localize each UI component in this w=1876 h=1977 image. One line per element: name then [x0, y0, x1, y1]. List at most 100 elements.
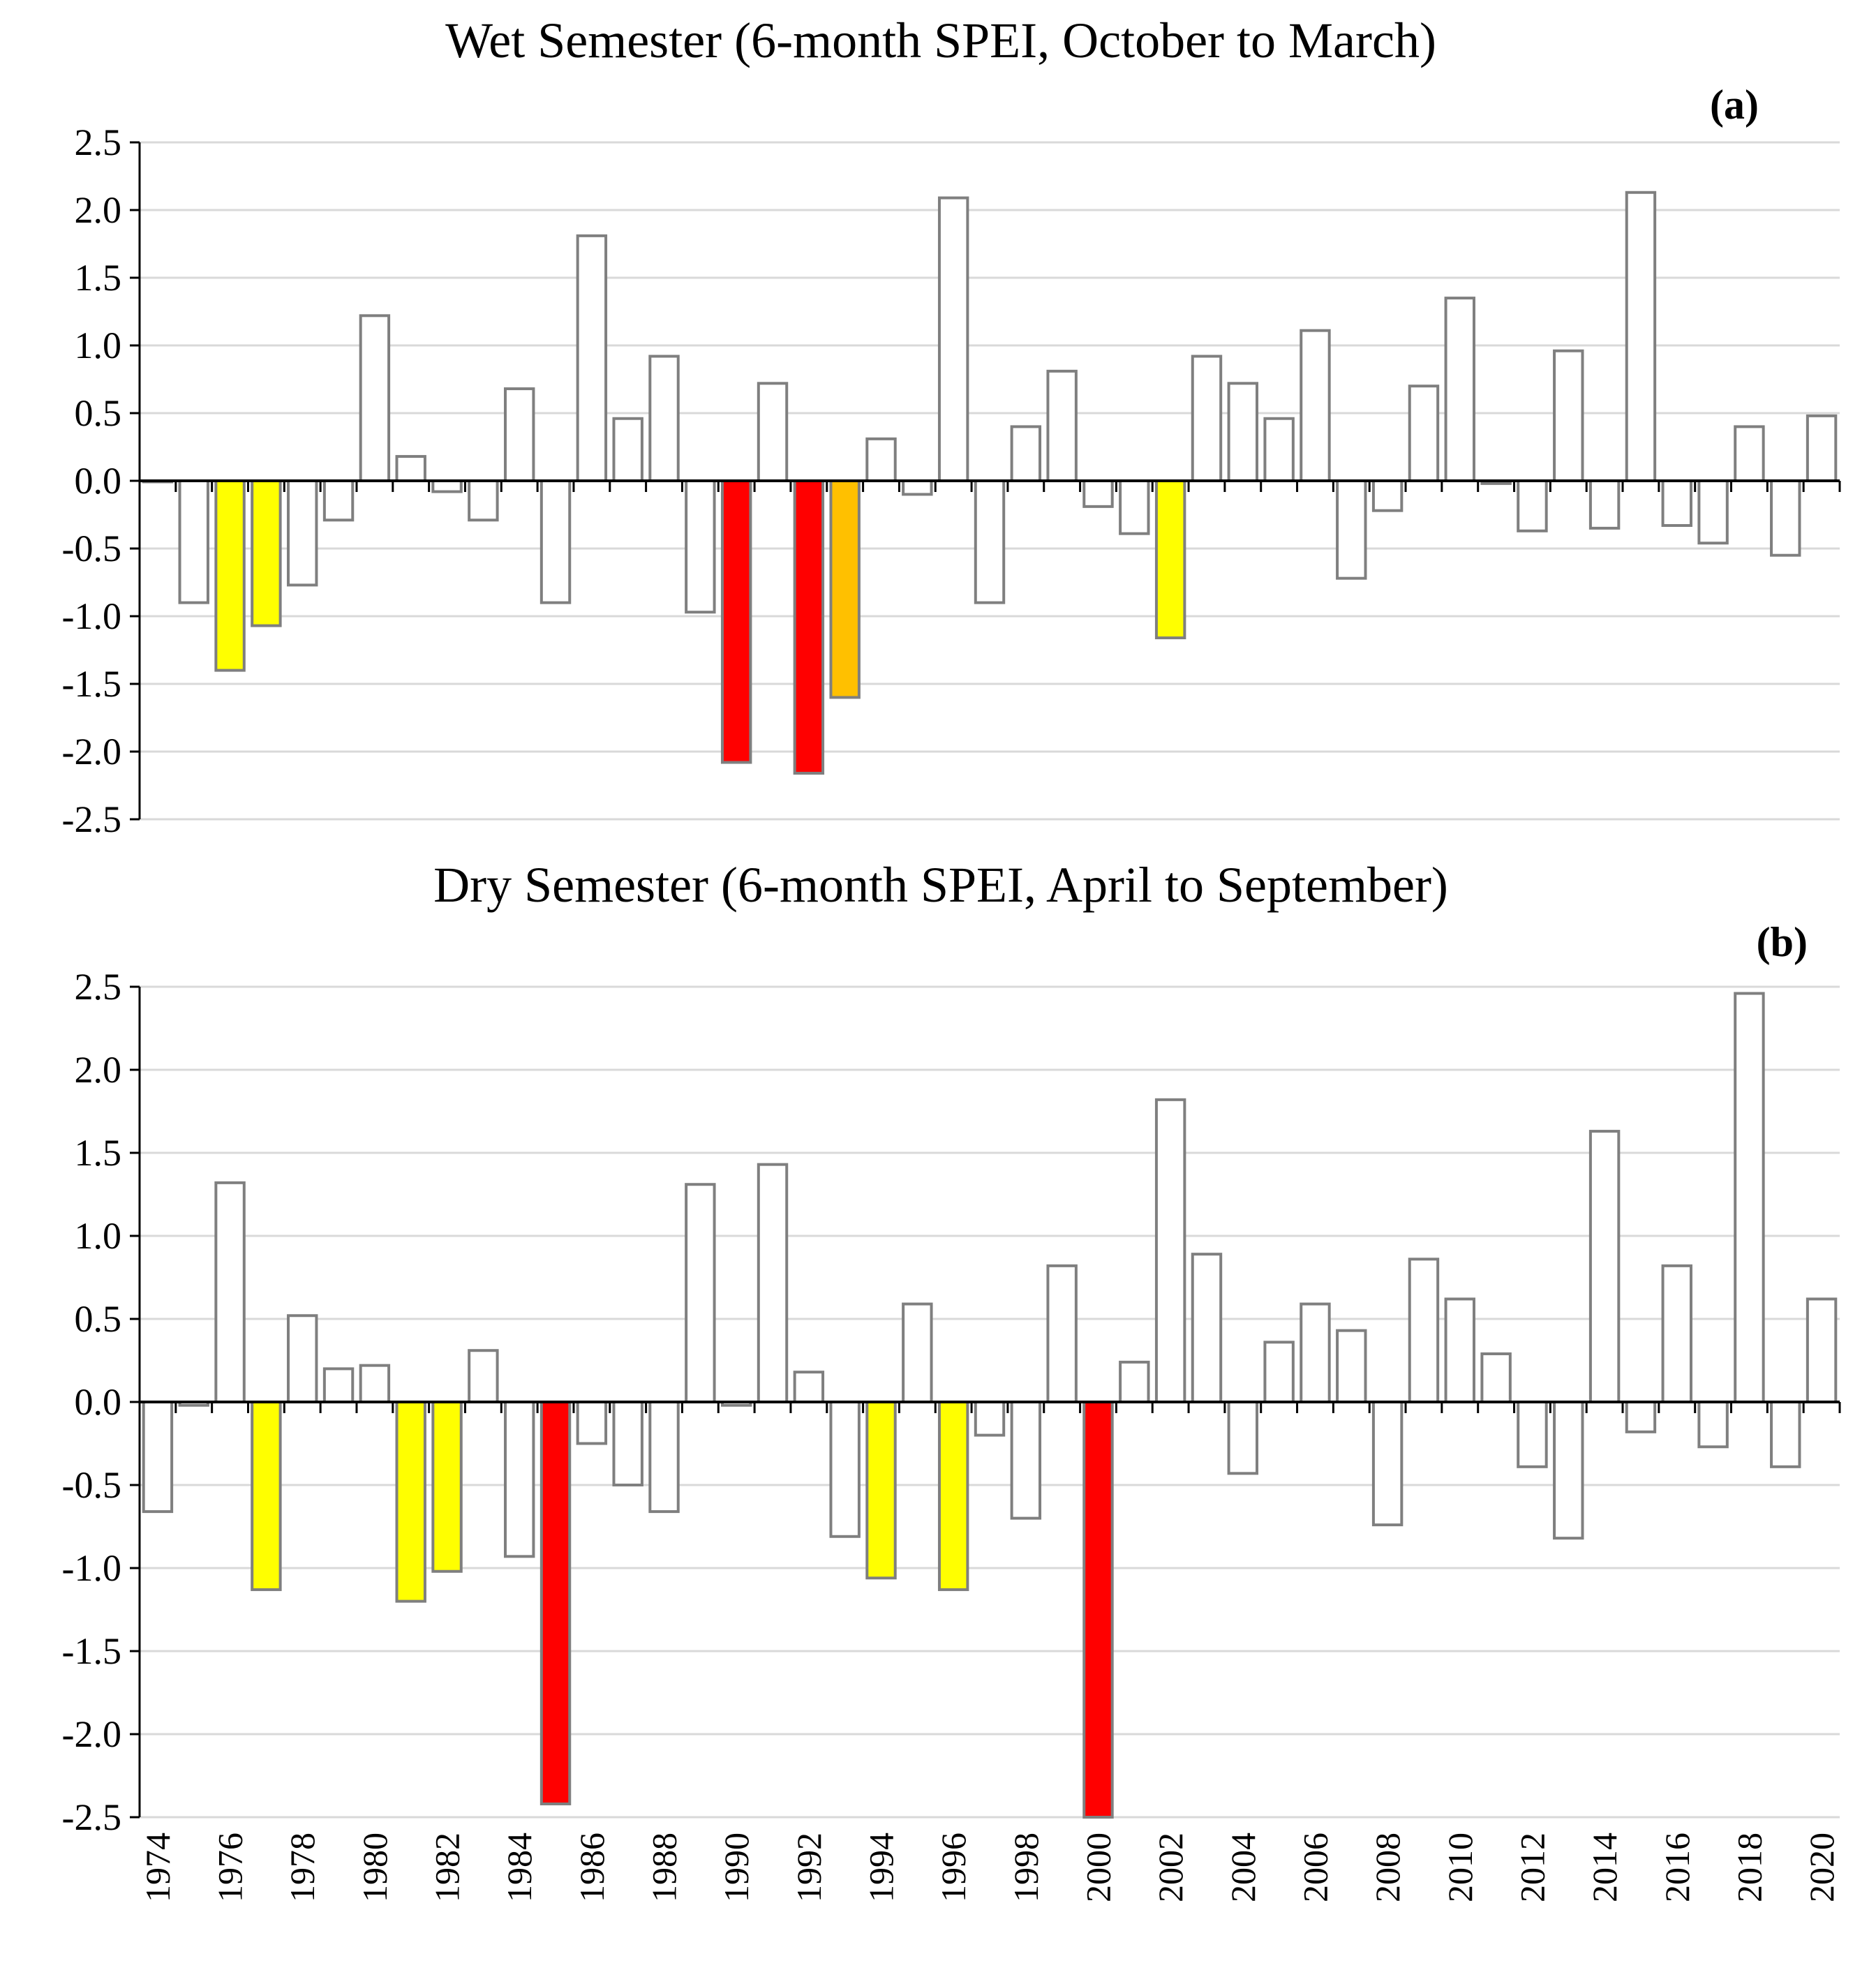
bar-a-1980 [359, 314, 391, 482]
x-tick-label: 2008 [1368, 1833, 1407, 1902]
bar-a-1983 [468, 479, 499, 522]
bar-b-2006 [1300, 1302, 1331, 1403]
x-tick-label: 2012 [1512, 1833, 1551, 1902]
bar-a-1978 [287, 479, 318, 587]
x-tick-label: 1990 [717, 1833, 756, 1902]
y-tick-label: -1.0 [62, 595, 121, 637]
y-tick-label: -2.5 [62, 1796, 121, 1838]
y-tick-label: -0.5 [62, 1464, 121, 1506]
bar-a-1987 [612, 417, 643, 483]
bar-b-2003 [1191, 1253, 1223, 1404]
x-axis-year-labels: 1974 1976 1978 1980 1982 1984 1986 1988 1990 1992… [138, 1833, 1841, 1902]
y-tick-label: 0.5 [75, 1298, 122, 1340]
bar-a-2000 [1082, 479, 1114, 508]
bar-b-1979 [322, 1367, 355, 1404]
bar-a-2020 [1806, 414, 1838, 483]
bar-a-2015 [1625, 191, 1657, 482]
x-tick-label: 1996 [934, 1833, 973, 1902]
y-tick-label: 1.5 [75, 257, 122, 299]
bar-b-1988 [648, 1401, 680, 1514]
panel-b-y-tick-labels: 2.5 2.0 1.5 1.0 0.5 0.0 -0.5 -1.0 -1.5 -2.0 -2.5 [62, 966, 121, 1838]
x-tick-label: 1980 [355, 1833, 394, 1902]
bar-a-1991 [757, 382, 789, 482]
bar-a-2016 [1661, 479, 1692, 528]
y-tick-label: 2.5 [75, 966, 122, 1008]
x-tick-label: 2020 [1802, 1833, 1841, 1902]
bar-a-2006 [1300, 329, 1331, 482]
bar-a-1998 [1010, 425, 1042, 483]
y-tick-label: -1.0 [62, 1547, 121, 1589]
bar-b-1998 [1010, 1401, 1042, 1520]
x-tick-label: 1994 [862, 1833, 901, 1902]
y-tick-label: -0.5 [62, 528, 121, 569]
x-tick-label: 1982 [428, 1833, 467, 1902]
bar-a-1992 [793, 479, 825, 775]
x-tick-label: 1974 [138, 1833, 177, 1902]
bar-b-2015 [1625, 1401, 1657, 1433]
bar-a-1994 [865, 437, 897, 482]
y-tick-label: -1.5 [62, 1630, 121, 1672]
bar-b-2016 [1661, 1264, 1692, 1403]
x-tick-label: 1992 [789, 1833, 828, 1902]
y-tick-label: 1.0 [75, 324, 122, 366]
bar-a-2019 [1770, 479, 1801, 557]
bar-b-2005 [1263, 1341, 1295, 1403]
y-tick-label: 2.0 [75, 1049, 122, 1091]
x-tick-label: 2010 [1440, 1833, 1480, 1902]
bar-a-1976 [214, 479, 246, 672]
bar-a-1989 [685, 479, 716, 614]
bar-b-2002 [1154, 1098, 1186, 1403]
x-tick-label: 2018 [1729, 1833, 1769, 1902]
bar-b-1977 [251, 1401, 282, 1591]
bar-a-1981 [395, 455, 426, 483]
bar-b-2011 [1480, 1352, 1512, 1403]
x-tick-label: 1988 [645, 1833, 684, 1902]
bar-a-2001 [1119, 479, 1150, 535]
x-tick-label: 2000 [1078, 1833, 1117, 1902]
bar-b-2013 [1553, 1401, 1584, 1540]
bar-b-2017 [1697, 1401, 1729, 1449]
bar-b-2004 [1227, 1401, 1259, 1475]
y-tick-label: 0.0 [75, 460, 122, 502]
x-tick-label: 1978 [283, 1833, 322, 1902]
bar-a-1997 [974, 479, 1006, 604]
bar-a-2009 [1408, 385, 1440, 483]
bar-a-1975 [178, 479, 209, 604]
x-tick-label: 1986 [572, 1833, 611, 1902]
bar-b-1978 [287, 1314, 318, 1403]
panel-a-label: (a) [1710, 82, 1759, 128]
y-tick-label: 2.0 [75, 189, 122, 231]
bar-b-1993 [829, 1401, 861, 1538]
bar-b-2019 [1770, 1401, 1801, 1468]
bar-b-1982 [431, 1401, 463, 1573]
y-tick-label: -2.5 [62, 798, 121, 840]
bar-a-2013 [1553, 349, 1584, 483]
bar-a-1990 [720, 479, 752, 764]
y-tick-label: 2.5 [75, 121, 122, 163]
bar-b-1983 [468, 1349, 499, 1403]
bar-b-2007 [1336, 1329, 1367, 1404]
panel-b-title: Dry Semester (6-month SPEI, April to Sep… [433, 857, 1448, 913]
bar-b-1985 [539, 1401, 572, 1805]
bar-a-1982 [431, 479, 463, 493]
y-tick-label: 0.0 [75, 1381, 122, 1423]
bar-b-1986 [576, 1401, 608, 1445]
bar-b-2010 [1444, 1297, 1476, 1403]
bar-a-1988 [648, 355, 680, 482]
bar-a-2017 [1697, 479, 1729, 545]
bar-a-1985 [539, 479, 572, 604]
x-tick-label: 1998 [1006, 1833, 1045, 1902]
bar-b-1992 [793, 1371, 825, 1404]
x-tick-label: 2002 [1151, 1833, 1190, 1902]
x-tick-label: 1976 [211, 1833, 250, 1902]
bar-a-1999 [1046, 369, 1078, 482]
panel-a-title: Wet Semester (6-month SPEI, October to M… [445, 13, 1436, 68]
bar-b-1987 [612, 1401, 643, 1486]
bar-b-1996 [937, 1401, 969, 1591]
x-tick-label: 2006 [1295, 1833, 1334, 1902]
panel-b-label-letter: b [1771, 919, 1794, 965]
panel-a-axes [130, 141, 1841, 821]
bar-b-2009 [1408, 1258, 1440, 1403]
